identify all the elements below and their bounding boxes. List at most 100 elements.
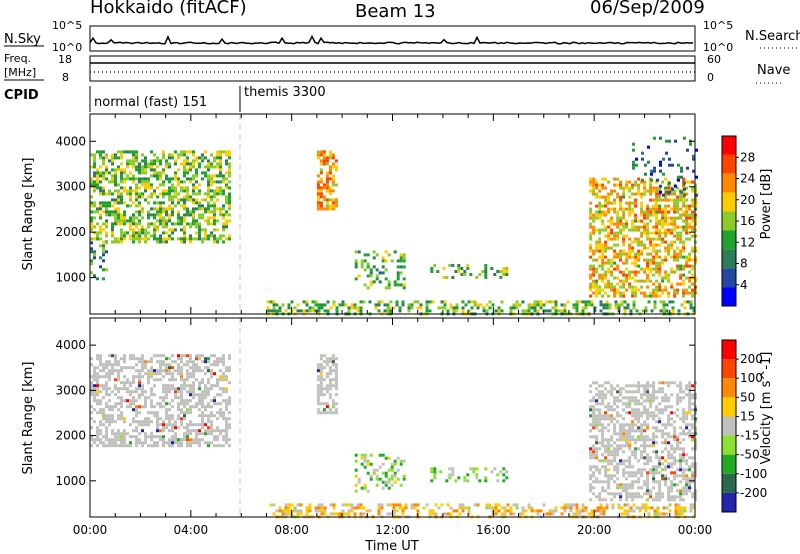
heatmap-cell	[204, 210, 207, 214]
heatmap-cell	[105, 192, 108, 196]
heatmap-cell	[674, 139, 677, 143]
heatmap-cell	[589, 405, 593, 409]
heatmap-cell	[653, 512, 657, 516]
heatmap-cell	[664, 426, 668, 430]
heatmap-cell	[530, 306, 534, 310]
heatmap-cell	[572, 503, 576, 507]
heatmap-cell	[521, 506, 525, 510]
heatmap-cell	[652, 498, 656, 502]
heatmap-cell	[461, 506, 465, 510]
heatmap-cell	[132, 435, 135, 439]
heatmap-cell	[393, 474, 397, 478]
heatmap-cell	[637, 468, 641, 472]
heatmap-cell	[328, 387, 332, 391]
heatmap-cell	[592, 444, 596, 448]
heatmap-cell	[665, 309, 669, 313]
heatmap-cell	[622, 210, 626, 214]
heatmap-cell	[171, 183, 174, 187]
heatmap-cell	[384, 259, 388, 263]
heatmap-cell	[204, 156, 207, 160]
heatmap-cell	[141, 393, 144, 397]
heatmap-cell	[129, 195, 132, 199]
heatmap-cell	[129, 177, 132, 181]
heatmap-cell	[664, 468, 668, 472]
heatmap-cell	[589, 408, 593, 412]
heatmap-cell	[396, 456, 400, 460]
heatmap-cell	[625, 477, 629, 481]
heatmap-cell	[111, 213, 114, 217]
heatmap-cell	[93, 174, 96, 178]
heatmap-cell	[595, 447, 599, 451]
heatmap-cell	[661, 231, 665, 235]
heatmap-cell	[132, 402, 135, 406]
heatmap-cell	[679, 264, 683, 268]
heatmap-cell	[667, 435, 671, 439]
heatmap-cell	[502, 270, 506, 273]
heatmap-cell	[102, 435, 105, 439]
heatmap-cell	[613, 189, 617, 193]
heatmap-cell	[192, 153, 195, 157]
heatmap-cell	[688, 231, 692, 235]
heatmap-cell	[156, 186, 159, 190]
heatmap-cell	[634, 441, 638, 445]
heatmap-cell	[319, 402, 323, 406]
heatmap-cell	[207, 429, 210, 433]
heatmap-cell	[643, 408, 647, 412]
heatmap-cell	[551, 509, 555, 513]
heatmap-cell	[213, 156, 216, 160]
heatmap-cell	[177, 180, 180, 184]
heatmap-cell	[449, 303, 453, 307]
heatmap-cell	[356, 506, 360, 510]
heatmap-cell	[225, 159, 228, 163]
heatmap-cell	[108, 399, 111, 403]
heatmap-cell	[350, 509, 354, 513]
heatmap-cell	[147, 423, 150, 427]
heatmap-cell	[213, 216, 216, 220]
heatmap-cell	[637, 435, 641, 439]
heatmap-cell	[676, 288, 680, 292]
heatmap-cell	[319, 201, 323, 205]
heatmap-cell	[192, 366, 195, 370]
heatmap-cell	[442, 276, 446, 279]
heatmap-cell	[105, 402, 108, 406]
heatmap-cell	[114, 354, 117, 358]
heatmap-cell	[628, 285, 632, 289]
heatmap-cell	[494, 503, 498, 507]
heatmap-cell	[670, 240, 674, 244]
heatmap-cell	[658, 294, 662, 298]
heatmap-cell	[401, 506, 405, 510]
heatmap-cell	[144, 180, 147, 184]
heatmap-cell	[228, 444, 231, 448]
heatmap-cell	[575, 306, 579, 310]
heatmap-cell	[126, 150, 129, 154]
heatmap-cell	[189, 213, 192, 217]
heatmap-cell	[655, 216, 659, 220]
heatmap-cell	[177, 387, 180, 391]
heatmap-cell	[628, 204, 632, 208]
heatmap-cell	[322, 360, 326, 364]
heatmap-cell	[664, 195, 668, 199]
freq-tick-bottom: 8	[62, 71, 69, 84]
heatmap-cell	[322, 195, 326, 199]
heatmap-cell	[622, 279, 626, 283]
heatmap-cell	[228, 354, 231, 358]
heatmap-cell	[319, 372, 323, 376]
heatmap-cell	[177, 366, 180, 370]
colorbar-segment	[722, 268, 736, 288]
heatmap-cell	[189, 195, 192, 199]
power-x-ticks	[89, 114, 696, 314]
heatmap-cell	[120, 231, 123, 235]
heatmap-cell	[673, 234, 677, 238]
heatmap-cell	[192, 150, 195, 154]
heatmap-cell	[589, 423, 593, 427]
heatmap-cell	[204, 372, 207, 376]
heatmap-cell	[228, 168, 231, 172]
heatmap-cell	[685, 393, 689, 397]
heatmap-cell	[667, 453, 671, 457]
heatmap-cell	[658, 489, 662, 493]
heatmap-cell	[670, 495, 674, 499]
heatmap-cell	[204, 207, 207, 211]
heatmap-cell	[360, 262, 364, 266]
colorbar-segment	[722, 230, 736, 250]
heatmap-cell	[554, 309, 558, 313]
